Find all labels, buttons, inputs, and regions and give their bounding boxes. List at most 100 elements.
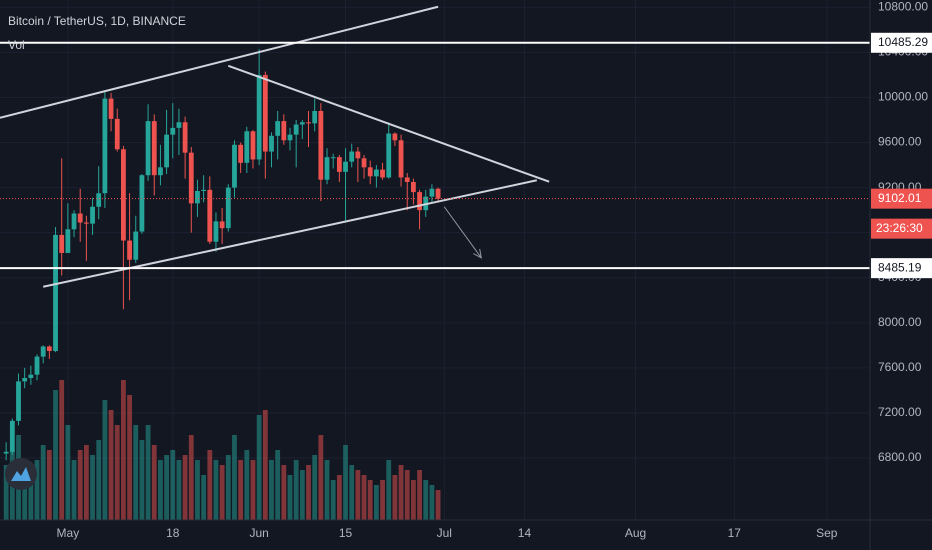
volume-bar (28, 475, 34, 520)
y-tick-label: 7600.00 (878, 360, 922, 374)
candle-body (361, 158, 367, 168)
candle-body (373, 169, 379, 177)
volume-bar (380, 480, 385, 520)
logo[interactable] (5, 458, 37, 490)
volume-bar (306, 465, 311, 520)
candle-body (232, 144, 237, 188)
volume-bar (108, 410, 114, 520)
volume-bar (417, 470, 422, 520)
volume-bar (281, 465, 287, 520)
candle-body (219, 221, 225, 229)
candle-body (201, 189, 207, 191)
y-tick-label: 9600.00 (878, 135, 922, 149)
volume-bar (318, 435, 324, 520)
volume-bar (361, 475, 367, 520)
candle-body (336, 157, 342, 172)
x-tick-label: Aug (625, 526, 646, 540)
candle-body (207, 189, 213, 242)
logo-circle[interactable] (5, 458, 37, 490)
candle-body (182, 122, 188, 153)
volume-bar (275, 450, 281, 520)
price-label: 8485.19 (878, 260, 922, 274)
candle-body (312, 110, 318, 124)
countdown-label: 23:26:30 (876, 221, 923, 235)
volume-bar (238, 460, 244, 520)
volume-bar (250, 460, 256, 520)
volume-bar (139, 440, 145, 520)
candle-body (275, 121, 281, 136)
candle-body (250, 131, 256, 160)
volume-bar (102, 400, 108, 520)
candle-body (287, 134, 293, 141)
candle-body (145, 121, 151, 176)
x-tick-label: 17 (728, 526, 742, 540)
trend-line (0, 5, 439, 119)
candle-body (281, 121, 287, 141)
candle-body (9, 420, 15, 452)
candle-body (22, 378, 28, 382)
candle-body (225, 187, 231, 229)
candle-body (324, 157, 330, 180)
volume-bar (121, 380, 126, 520)
candle-body (83, 222, 89, 224)
volume-bar (207, 450, 213, 520)
y-tick-label: 7200.00 (878, 405, 922, 419)
logo-icon[interactable] (11, 467, 31, 481)
volume-bar (114, 425, 120, 520)
candle-body (176, 122, 182, 128)
candle-body (77, 213, 83, 223)
symbol-title: Bitcoin / TetherUS, 1D, BINANCE (8, 14, 186, 28)
candle-body (213, 221, 219, 242)
candle-body (435, 188, 441, 199)
drawings (0, 5, 870, 288)
candle-body (417, 192, 422, 211)
candle-body (392, 133, 398, 141)
candle-body (256, 74, 262, 160)
candle-body (306, 122, 311, 124)
volume-bar (158, 460, 163, 520)
volume-bar (244, 450, 250, 520)
price-label: 10485.29 (878, 35, 928, 49)
candle-body (3, 451, 9, 454)
volume-bar (195, 460, 200, 520)
volume-bar (46, 450, 52, 520)
candle-body (133, 231, 139, 260)
volume-bar (59, 380, 65, 520)
volume-bar (71, 460, 77, 520)
x-tick-label: Jun (249, 526, 268, 540)
volume-bar (90, 455, 95, 520)
volume-bar (343, 445, 348, 520)
x-tick-label: 15 (339, 526, 353, 540)
price-label-box (871, 258, 932, 279)
volume-bar (287, 475, 293, 520)
volume-bar (269, 460, 274, 520)
volume-bar (232, 435, 237, 520)
candle-body (114, 118, 120, 150)
volume-bar (127, 395, 132, 520)
candle-body (90, 206, 95, 224)
arrow-head (473, 248, 482, 259)
volume-bar (398, 465, 404, 520)
volume-bar (225, 455, 231, 520)
candle-body (170, 127, 176, 135)
last-price-label: 9102.01 (878, 191, 922, 205)
candle-body (398, 140, 404, 178)
volume-bar (373, 485, 379, 520)
candle-body (71, 213, 77, 230)
candle-body (244, 131, 250, 163)
volume-bar (435, 490, 441, 520)
volume-bar (22, 460, 28, 520)
volume-bar (336, 475, 342, 520)
candle-body (367, 167, 373, 177)
candle-body (411, 181, 416, 193)
candle-body (355, 151, 361, 159)
y-tick-label: 10000.00 (878, 90, 928, 104)
candle-body (16, 381, 21, 421)
volume-bar (77, 450, 83, 520)
x-tick-label: Sep (816, 526, 838, 540)
volume-bar (176, 460, 182, 520)
candle-body (139, 175, 145, 232)
axes: 6800.007200.007600.008000.008400.008800.… (57, 0, 932, 540)
y-tick-label: 10800.00 (878, 0, 928, 13)
volume-bar (367, 480, 373, 520)
